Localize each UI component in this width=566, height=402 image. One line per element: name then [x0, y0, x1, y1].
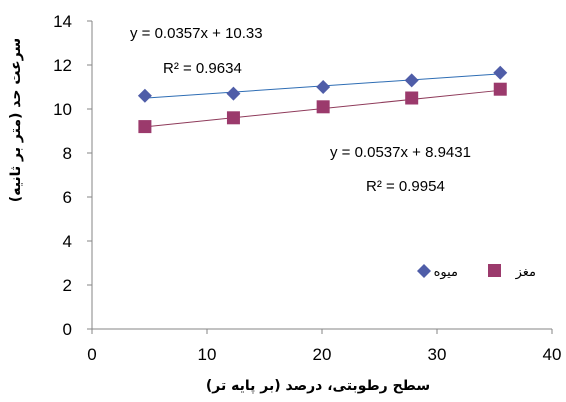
- equation-fruit: y = 0.0357x + 10.33: [130, 25, 263, 42]
- x-tick-label: 10: [198, 345, 217, 364]
- legend-label-fruit: میوه: [434, 265, 458, 280]
- point-fruit: [137, 88, 152, 103]
- point-kernel: [405, 91, 419, 105]
- y-tick-label: 4: [63, 232, 72, 251]
- y-axis-label: سرعت حد (متر بر ثانیه): [8, 38, 24, 202]
- y-tick-label: 6: [63, 188, 72, 207]
- point-kernel: [138, 120, 152, 134]
- point-kernel: [316, 100, 330, 114]
- y-tick-label: 0: [63, 320, 72, 339]
- x-tick-label: 40: [543, 345, 562, 364]
- point-kernel: [226, 111, 240, 125]
- x-tick-label: 20: [313, 345, 332, 364]
- x-tick-label: 0: [87, 345, 96, 364]
- x-axis-label: سطح رطوبتی، درصد (بر پایه تر): [206, 378, 430, 394]
- x-tick-label: 30: [428, 345, 447, 364]
- point-fruit: [404, 73, 419, 88]
- y-tick-label: 14: [53, 12, 72, 31]
- point-fruit: [493, 65, 508, 80]
- legend-marker-kernel: [488, 264, 501, 277]
- equation-kernel: y = 0.0537x + 8.9431: [330, 144, 471, 161]
- point-fruit: [226, 86, 241, 101]
- y-tick-label: 2: [63, 276, 72, 295]
- y-tick-label: 8: [63, 144, 72, 163]
- axes: 0 2 4 6 8 10 12 14 0 10 20 30 40: [53, 12, 561, 364]
- y-tick-label: 10: [53, 100, 72, 119]
- legend: میوه مغز: [417, 264, 536, 280]
- data-points: [137, 65, 508, 134]
- point-fruit: [316, 80, 331, 94]
- point-kernel: [493, 82, 507, 96]
- r2-fruit: R² = 0.9634: [163, 60, 242, 77]
- legend-marker-fruit: [417, 264, 431, 278]
- r2-kernel: R² = 0.9954: [366, 178, 445, 195]
- legend-label-kernel: مغز: [515, 265, 536, 280]
- y-tick-label: 12: [53, 56, 72, 75]
- annotations: y = 0.0357x + 10.33 R² = 0.9634 y = 0.05…: [130, 25, 471, 195]
